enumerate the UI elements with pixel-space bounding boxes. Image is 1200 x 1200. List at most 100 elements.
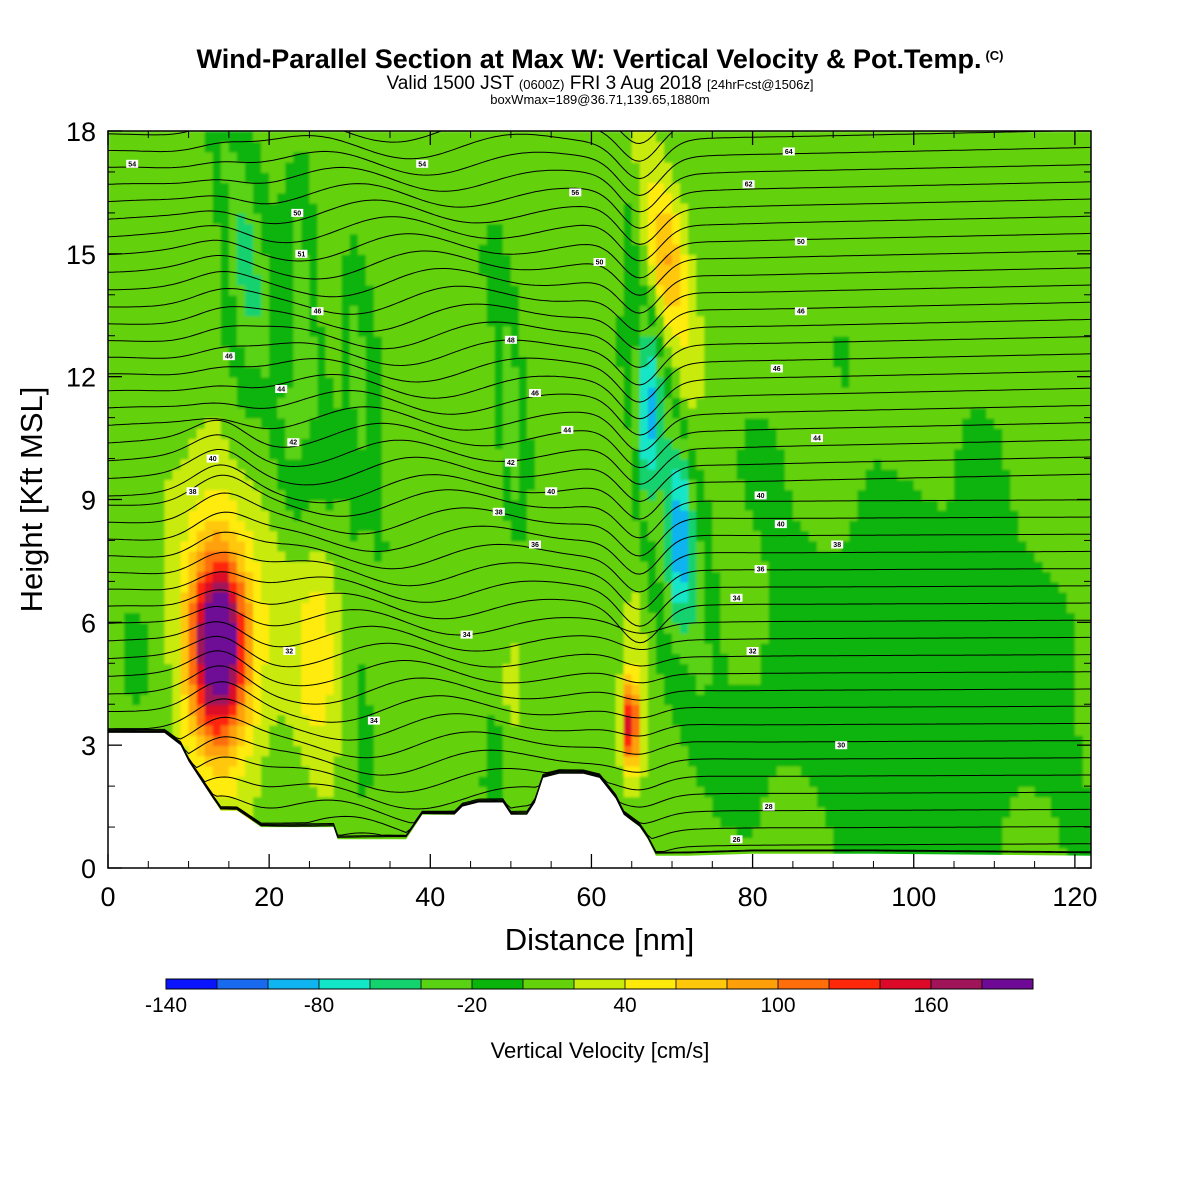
velocity-cell <box>567 693 577 706</box>
velocity-cell <box>486 417 496 429</box>
velocity-cell <box>301 325 311 337</box>
velocity-cell <box>655 345 665 358</box>
velocity-cell <box>583 202 593 214</box>
velocity-cell <box>236 765 246 777</box>
velocity-cell <box>285 233 295 245</box>
velocity-cell <box>454 632 464 644</box>
velocity-cell <box>655 253 665 265</box>
velocity-cell <box>535 171 544 184</box>
velocity-cell <box>462 704 472 716</box>
velocity-cell <box>615 653 625 665</box>
velocity-cell <box>494 305 504 317</box>
velocity-cell <box>478 653 488 665</box>
velocity-cell <box>285 775 295 788</box>
velocity-cell <box>212 386 222 399</box>
velocity-cell <box>454 386 464 399</box>
velocity-cell <box>607 714 617 726</box>
velocity-cell <box>446 192 456 204</box>
velocity-cell <box>212 479 222 491</box>
velocity-cell <box>486 714 496 726</box>
velocity-cell <box>220 468 230 480</box>
velocity-cell <box>164 171 174 184</box>
velocity-cell <box>357 345 367 358</box>
velocity-cell <box>559 479 569 491</box>
velocity-cell <box>317 458 327 470</box>
velocity-cell <box>301 683 311 695</box>
velocity-cell <box>156 540 166 552</box>
velocity-cell <box>373 683 383 695</box>
velocity-cell <box>607 673 617 685</box>
velocity-cell <box>470 479 480 491</box>
velocity-cell <box>285 765 295 777</box>
velocity-cell <box>269 212 279 225</box>
velocity-cell <box>365 550 375 562</box>
velocity-cell <box>406 417 416 429</box>
velocity-cell <box>510 734 520 747</box>
velocity-cell <box>156 448 166 460</box>
velocity-cell <box>559 131 569 143</box>
velocity-cell <box>365 704 375 716</box>
velocity-cell <box>349 264 359 276</box>
velocity-cell <box>333 816 343 828</box>
velocity-cell <box>623 540 633 552</box>
velocity-cell <box>269 284 279 296</box>
velocity-cell <box>543 448 553 460</box>
velocity-cell <box>285 345 295 358</box>
velocity-cell <box>156 264 166 276</box>
velocity-cell <box>357 458 367 470</box>
velocity-cell <box>430 489 440 501</box>
velocity-cell <box>212 745 222 757</box>
velocity-cell <box>390 530 399 542</box>
velocity-cell <box>180 376 190 388</box>
velocity-cell <box>398 571 408 583</box>
velocity-cell <box>204 714 214 726</box>
velocity-cell <box>390 417 399 429</box>
velocity-cell <box>148 438 158 450</box>
velocity-cell <box>172 693 182 706</box>
velocity-cell <box>583 663 593 675</box>
velocity-cell <box>285 294 295 306</box>
velocity-cell <box>373 622 383 634</box>
velocity-cell <box>430 540 440 552</box>
velocity-cell <box>470 693 480 706</box>
velocity-cell <box>317 427 327 439</box>
velocity-cell <box>639 253 649 265</box>
velocity-cell <box>430 171 440 184</box>
velocity-cell <box>575 397 585 409</box>
velocity-cell <box>398 366 408 378</box>
velocity-cell <box>301 397 311 409</box>
velocity-cell <box>132 704 142 716</box>
velocity-cell <box>655 243 665 255</box>
velocity-cell <box>140 366 150 378</box>
velocity-cell <box>543 243 553 255</box>
velocity-cell <box>188 284 198 296</box>
velocity-cell <box>220 223 230 235</box>
velocity-cell <box>301 581 311 593</box>
velocity-cell <box>373 571 383 583</box>
velocity-cell <box>478 601 488 613</box>
velocity-cell <box>454 683 464 695</box>
velocity-cell <box>140 448 150 460</box>
velocity-cell <box>333 663 343 675</box>
velocity-cell <box>261 724 271 736</box>
velocity-cell <box>631 673 641 685</box>
velocity-cell <box>188 202 198 214</box>
velocity-cell <box>172 622 182 634</box>
velocity-cell <box>309 714 319 726</box>
velocity-cell <box>438 509 448 521</box>
velocity-cell <box>591 264 601 276</box>
velocity-cell <box>357 724 367 736</box>
velocity-cell <box>373 458 383 470</box>
velocity-cell <box>309 693 319 706</box>
velocity-cell <box>228 151 238 163</box>
velocity-cell <box>647 816 657 828</box>
velocity-cell <box>422 468 432 480</box>
velocity-cell <box>454 724 464 736</box>
velocity-cell <box>188 755 198 767</box>
velocity-cell <box>253 571 262 583</box>
velocity-cell <box>631 663 641 675</box>
velocity-cell <box>333 693 343 706</box>
velocity-cell <box>438 499 448 511</box>
velocity-cell <box>188 151 198 163</box>
velocity-cell <box>172 212 182 225</box>
